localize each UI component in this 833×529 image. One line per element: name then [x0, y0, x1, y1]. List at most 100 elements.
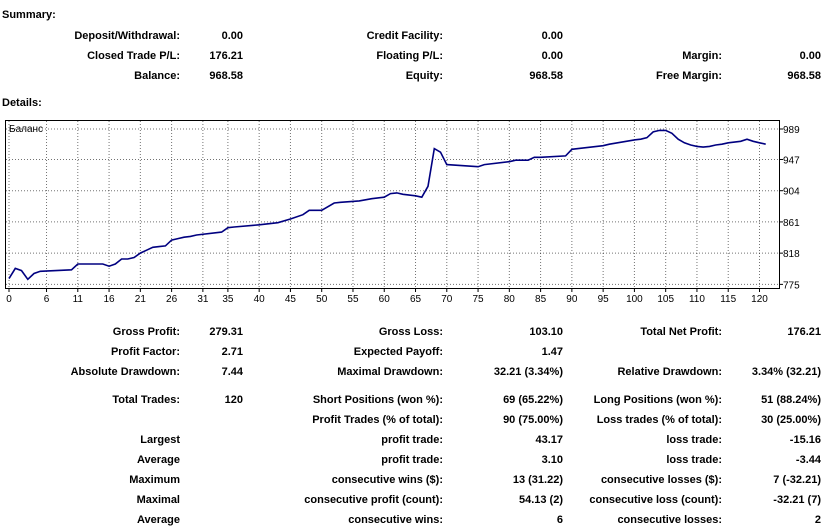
stat-label: Profit Trades (% of total):	[312, 414, 443, 426]
y-tick-label: 904	[783, 187, 800, 198]
summary-value: 968.58	[529, 70, 563, 82]
x-tick-label: 105	[657, 294, 674, 305]
y-tick-label: 989	[783, 125, 800, 136]
x-tick-label: 80	[504, 294, 516, 305]
stat-label: loss trade:	[666, 434, 722, 446]
summary-label: Margin:	[682, 50, 722, 62]
summary-label: Balance:	[134, 70, 180, 82]
stat-label: Largest	[140, 434, 180, 446]
x-tick-label: 0	[6, 294, 12, 305]
stat-value: 43.17	[535, 434, 563, 446]
stat-value: 1.47	[541, 346, 563, 358]
stat-value: 90 (75.00%)	[503, 414, 563, 426]
stat-value: 2.71	[221, 346, 243, 358]
x-tick-label: 60	[379, 294, 391, 305]
stat-value: 7.44	[221, 366, 243, 378]
stat-label: Maximal	[136, 494, 180, 506]
x-tick-label: 100	[626, 294, 643, 305]
x-tick-label: 55	[347, 294, 359, 305]
stat-value: 6	[556, 514, 563, 526]
stat-value: 69 (65.22%)	[503, 394, 563, 406]
stat-label: Maximum	[129, 474, 180, 486]
x-tick-label: 75	[472, 294, 484, 305]
summary-label: Deposit/Withdrawal:	[74, 30, 180, 42]
stat-value: 32.21 (3.34%)	[493, 366, 563, 378]
x-tick-label: 16	[104, 294, 116, 305]
details-heading: Details:	[2, 97, 42, 109]
stat-value: 54.13 (2)	[518, 494, 563, 506]
x-tick-label: 6	[44, 294, 50, 305]
x-tick-label: 45	[285, 294, 297, 305]
stat-label: consecutive wins ($):	[331, 474, 443, 486]
summary-value: 0.00	[221, 30, 243, 42]
summary-label: Floating P/L:	[376, 50, 443, 62]
stat-value: 3.34% (32.21)	[751, 366, 821, 378]
summary-value: 0.00	[541, 30, 563, 42]
stat-label: Long Positions (won %):	[593, 394, 722, 406]
stat-value: -3.44	[795, 454, 821, 466]
x-tick-label: 95	[598, 294, 610, 305]
y-tick-label: 861	[783, 218, 800, 229]
stat-label: Average	[136, 514, 180, 526]
stat-value: -15.16	[789, 434, 821, 446]
summary-value: 0.00	[799, 50, 821, 62]
summary-value: 968.58	[787, 70, 821, 82]
x-tick-label: 26	[166, 294, 178, 305]
stat-label: Total Trades:	[112, 394, 180, 406]
series-line	[8, 129, 766, 281]
stat-value: 13 (31.22)	[512, 474, 563, 486]
summary-label: Free Margin:	[655, 70, 722, 82]
stat-label: profit trade:	[381, 454, 443, 466]
balance-chart: Баланс 775 818 861 904 947 989 0 6 11 16 21 26 31 35 40…	[5, 120, 800, 305]
stat-value: 176.21	[787, 326, 821, 338]
x-tick-label: 50	[316, 294, 328, 305]
stat-label: Total Net Profit:	[640, 326, 722, 338]
stat-label: Average	[136, 454, 180, 466]
x-tick-label: 40	[254, 294, 266, 305]
x-tick-label: 115	[720, 294, 736, 305]
stat-label: consecutive losses:	[617, 514, 722, 526]
balance-chart-svg: Баланс 775 818 861 904 947 989 0 6 11 16 21 26 31 35 40…	[6, 121, 800, 305]
summary-heading: Summary:	[2, 9, 56, 21]
x-tick-label: 85	[535, 294, 547, 305]
x-tick-label: 11	[73, 294, 84, 305]
stat-label: consecutive losses ($):	[600, 474, 722, 486]
summary-value: 0.00	[541, 50, 563, 62]
x-tick-label: 110	[689, 294, 705, 305]
summary-label: Equity:	[405, 70, 443, 82]
summary-value: 176.21	[209, 50, 243, 62]
stat-value: 103.10	[529, 326, 563, 338]
stat-label: Gross Profit:	[112, 326, 180, 338]
y-tick-label: 775	[783, 280, 800, 291]
stat-value: -32.21 (7)	[773, 494, 821, 506]
summary-label: Closed Trade P/L:	[87, 50, 180, 62]
stat-value: 2	[814, 514, 821, 526]
stat-value: 30 (25.00%)	[761, 414, 821, 426]
x-tick-label: 35	[222, 294, 234, 305]
y-tick-label: 818	[783, 249, 800, 260]
stat-value: 3.10	[541, 454, 563, 466]
chart-title: Баланс	[9, 124, 43, 135]
stat-label: Expected Payoff:	[353, 346, 443, 358]
stat-label: Profit Factor:	[110, 346, 180, 358]
stat-label: Relative Drawdown:	[617, 366, 722, 378]
stat-label: Absolute Drawdown:	[70, 366, 180, 378]
stat-label: loss trade:	[666, 454, 722, 466]
stat-label: consecutive profit (count):	[304, 494, 443, 506]
x-tick-label: 70	[441, 294, 453, 305]
stat-value: 120	[224, 394, 243, 406]
x-tick-label: 31	[197, 294, 209, 305]
x-tick-label: 90	[566, 294, 578, 305]
stat-label: consecutive loss (count):	[589, 494, 722, 506]
stat-label: consecutive wins:	[348, 514, 443, 526]
stat-label: profit trade:	[381, 434, 443, 446]
stat-value: 51 (88.24%)	[761, 394, 821, 406]
stat-value: 7 (-32.21)	[773, 474, 821, 486]
stat-label: Maximal Drawdown:	[337, 366, 443, 378]
stat-label: Loss trades (% of total):	[596, 414, 722, 426]
y-tick-label: 947	[783, 155, 800, 166]
summary-label: Credit Facility:	[366, 30, 443, 42]
x-tick-label: 65	[410, 294, 422, 305]
summary-value: 968.58	[209, 70, 243, 82]
stat-label: Gross Loss:	[378, 326, 443, 338]
